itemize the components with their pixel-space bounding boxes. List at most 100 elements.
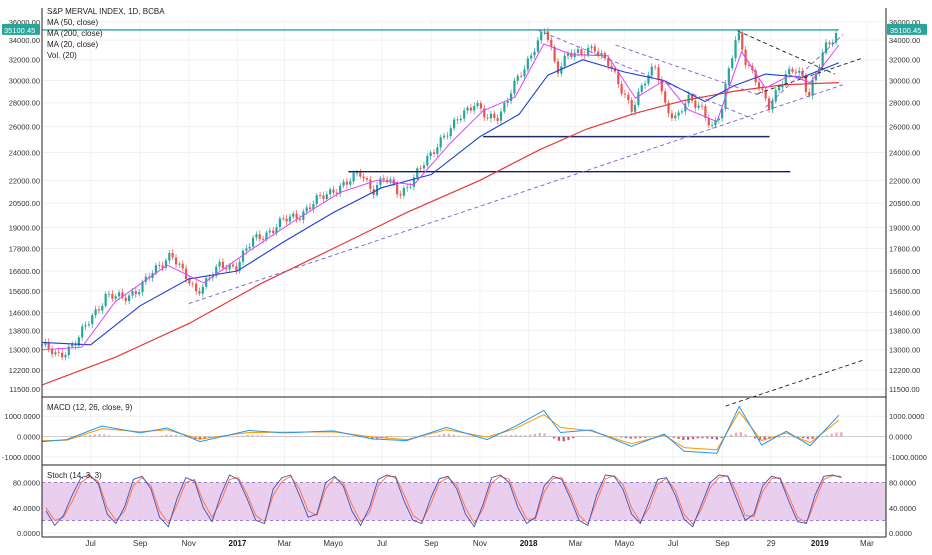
x-tick-label: Sep xyxy=(133,539,148,548)
candle-body xyxy=(520,75,523,77)
candle-body xyxy=(560,66,563,74)
candle-body xyxy=(694,100,697,108)
price-tick-label-left: 14600.00 xyxy=(9,308,40,317)
candle-body xyxy=(161,265,164,268)
x-tick-label: 2017 xyxy=(229,539,247,548)
macd-histogram-bar xyxy=(672,436,675,438)
candle-body xyxy=(131,291,134,296)
candle-body xyxy=(64,355,67,358)
macd-histogram-bar xyxy=(251,435,254,437)
candle-body xyxy=(141,281,144,293)
candle-body xyxy=(824,42,828,54)
macd-histogram-bar xyxy=(715,436,718,440)
candle-body xyxy=(385,179,389,182)
candle-body xyxy=(456,119,459,121)
price-tick-label-left: 24000.00 xyxy=(9,148,40,157)
macd-histogram-bar xyxy=(792,436,795,438)
candle-body xyxy=(188,278,191,284)
price-tick-label-right: 12200.00 xyxy=(889,366,920,375)
candle-body xyxy=(483,108,486,118)
candle-body xyxy=(359,172,362,177)
candle-body xyxy=(272,230,275,234)
price-tick-label-right: 30000.00 xyxy=(889,76,920,85)
candle-body xyxy=(292,213,295,217)
price-tick-label-left: 36000.00 xyxy=(9,18,40,27)
macd-histogram-bar xyxy=(778,436,781,438)
candle-body xyxy=(107,293,111,295)
candle-body xyxy=(241,250,245,262)
candle-body xyxy=(479,103,483,109)
candle-body xyxy=(453,119,456,129)
price-tick-label-left: 28000.00 xyxy=(9,99,40,108)
candle-body xyxy=(600,53,603,55)
trend-line xyxy=(765,34,844,108)
candle-body xyxy=(164,260,168,268)
candle-body xyxy=(181,263,184,269)
candle-body xyxy=(342,181,345,186)
x-tick-label: Sep xyxy=(424,539,439,548)
candle-body xyxy=(101,305,104,311)
macd-histogram-bar xyxy=(806,436,809,439)
candle-body xyxy=(627,94,630,100)
candle-body xyxy=(406,187,409,189)
candle-body xyxy=(821,53,824,67)
price-tick-label-left: 13000.00 xyxy=(9,346,40,355)
candle-body xyxy=(71,344,74,347)
candle-body xyxy=(674,115,677,119)
stoch-band-fill xyxy=(42,482,886,521)
candle-body xyxy=(570,52,573,58)
candle-body xyxy=(831,42,834,45)
macd-histogram-bar xyxy=(744,434,747,437)
price-tick-label-left: 15600.00 xyxy=(9,287,40,296)
candle-body xyxy=(298,218,302,220)
candle-body xyxy=(814,73,818,81)
candle-body xyxy=(54,352,57,355)
stoch-label: Stoch (14, 3, 3) xyxy=(47,471,102,480)
last-price-label-left: 35100.45 xyxy=(4,26,35,35)
macd-histogram-bar xyxy=(572,436,575,439)
stoch-tick-label-right: 40.0000 xyxy=(889,504,916,513)
macd-histogram-bar xyxy=(93,434,96,437)
candle-body xyxy=(798,70,801,73)
candle-body xyxy=(345,181,348,185)
macd-histogram-bar xyxy=(801,436,805,439)
price-tick-label-left: 32000.00 xyxy=(9,56,40,65)
candle-body xyxy=(178,263,181,265)
x-tick-label: Nov xyxy=(473,539,487,548)
price-tick-label-right: 34000.00 xyxy=(889,36,920,45)
candle-body xyxy=(91,315,94,325)
macd-histogram-bar xyxy=(533,433,537,437)
macd-histogram-bar xyxy=(500,435,503,437)
x-tick-label: Mar xyxy=(569,539,583,548)
candle-body xyxy=(416,168,419,178)
candle-body xyxy=(580,49,583,55)
macd-histogram-bar xyxy=(203,436,206,439)
candle-body xyxy=(717,118,720,121)
candle-body xyxy=(650,66,653,76)
candle-body xyxy=(77,337,80,346)
x-tick-label: 2018 xyxy=(520,539,538,548)
candle-body xyxy=(647,75,650,84)
candle-body xyxy=(741,32,744,50)
macd-histogram-bar xyxy=(710,436,714,439)
candle-body xyxy=(774,90,777,102)
macd-histogram-bar xyxy=(615,436,618,438)
macd-histogram-bar xyxy=(825,435,829,437)
candle-body xyxy=(473,106,476,111)
x-tick-label: Nov xyxy=(182,539,196,548)
candle-body xyxy=(623,93,627,95)
macd-histogram-bar xyxy=(524,435,527,437)
x-tick-label: Sep xyxy=(715,539,730,548)
price-tick-label-left: 34000.00 xyxy=(9,36,40,45)
candle-body xyxy=(734,40,737,59)
candle-body xyxy=(486,117,489,119)
price-tick-label-right: 19000.00 xyxy=(889,224,920,233)
price-tick-label-right: 28000.00 xyxy=(889,99,920,108)
candle-body xyxy=(174,257,178,265)
candle-body xyxy=(258,234,261,240)
candle-body xyxy=(47,342,50,349)
candle-body xyxy=(285,218,288,222)
candle-body xyxy=(278,218,281,228)
macd-histogram-bar xyxy=(495,435,498,437)
